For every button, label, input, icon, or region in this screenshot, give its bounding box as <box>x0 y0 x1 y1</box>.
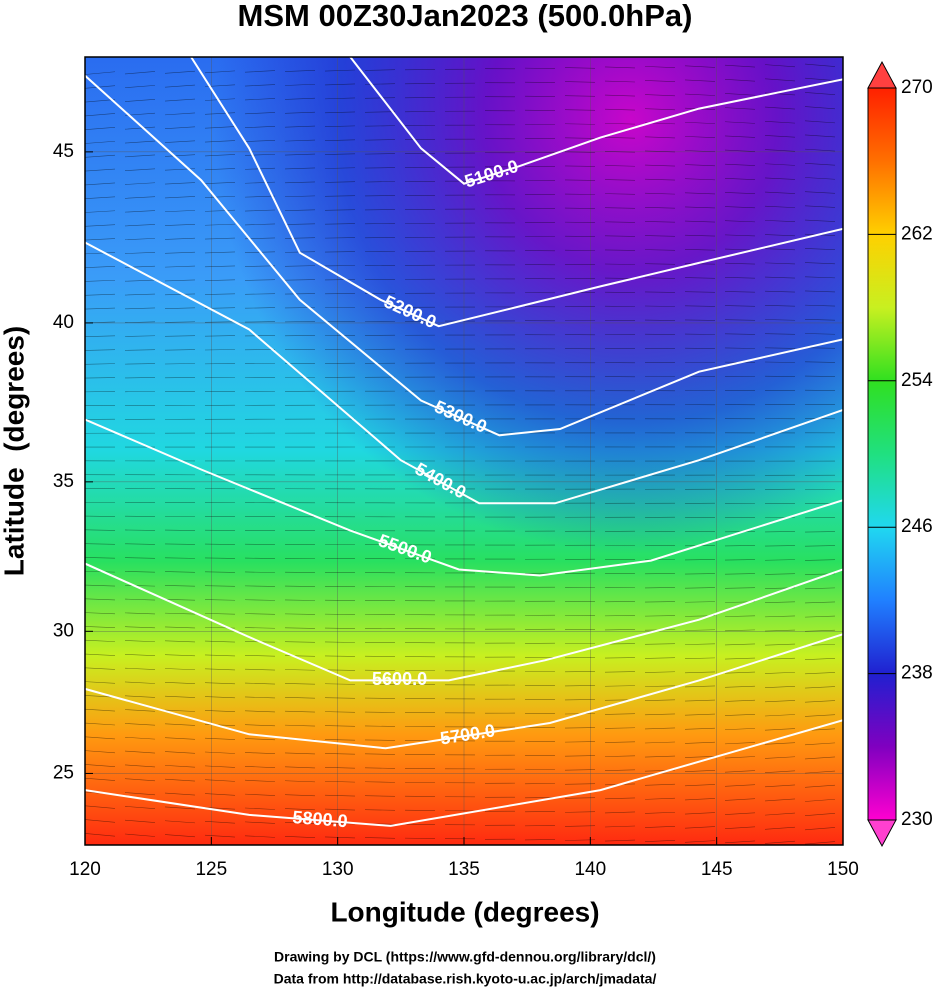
wind-streak <box>85 92 836 103</box>
contour-line <box>85 562 843 682</box>
wind-streak <box>85 389 836 393</box>
wind-streak <box>85 304 836 310</box>
wind-streak <box>85 777 836 788</box>
wind-streak <box>85 653 836 660</box>
wind-streak <box>85 474 836 476</box>
colorbar-tick-label: 262 <box>901 223 933 244</box>
wind-streak <box>85 805 836 816</box>
contour-line <box>349 57 843 185</box>
wind-streak <box>85 695 836 703</box>
contour-line <box>85 241 843 505</box>
wind-streak <box>85 333 836 337</box>
contour-line <box>85 418 843 577</box>
wind-streak <box>85 134 836 144</box>
wind-streak <box>85 375 836 379</box>
y-tick-label: 35 <box>53 471 74 492</box>
wind-streak <box>85 404 836 406</box>
chart-title: MSM 00Z30Jan2023 (500.0hPa) <box>238 0 693 33</box>
colorbar-tick-label: 238 <box>901 663 933 684</box>
x-tick-label: 145 <box>701 859 733 880</box>
contour-label: 5800.0 <box>292 807 348 831</box>
wind-streak <box>85 667 836 675</box>
wind-streak <box>85 722 836 731</box>
wind-streak <box>85 191 836 199</box>
wind-streak <box>85 219 836 227</box>
y-tick-label: 40 <box>53 312 74 333</box>
wind-streak <box>85 418 836 420</box>
wind-streak <box>85 557 836 561</box>
contour-line <box>85 719 843 827</box>
y-tick-label: 25 <box>53 762 74 783</box>
x-tick-label: 150 <box>827 859 859 880</box>
colorbar-tick-label: 270 <box>901 77 933 98</box>
wind-streak <box>85 77 836 89</box>
y-axis-label: Latitude (degrees) <box>0 326 29 576</box>
wind-streak <box>85 319 836 324</box>
wind-streak <box>85 347 836 351</box>
wind-streak <box>85 833 836 845</box>
wind-streak <box>85 819 836 831</box>
wind-streak <box>85 515 836 519</box>
wind-streak <box>85 63 836 75</box>
x-axis-label: Longitude (degrees) <box>330 896 599 927</box>
x-tick-label: 130 <box>322 859 354 880</box>
wind-streak <box>85 177 836 186</box>
colorbar <box>867 87 897 821</box>
wind-streak <box>85 262 836 268</box>
colorbar-tick-label: 230 <box>901 809 933 830</box>
y-tick-label: 30 <box>53 620 74 641</box>
wind-streak <box>85 612 836 618</box>
wind-streak <box>85 543 836 547</box>
wind-streak <box>85 736 836 746</box>
x-tick-label: 125 <box>195 859 227 880</box>
contour-line <box>190 57 843 328</box>
wind-streak <box>85 148 836 158</box>
contour-label: 5600.0 <box>372 669 427 689</box>
wind-streak <box>85 205 836 213</box>
x-tick-label: 135 <box>448 859 480 880</box>
contour-line <box>85 74 843 437</box>
x-tick-label: 120 <box>69 859 101 880</box>
wind-streak <box>85 681 836 689</box>
contour-line <box>85 633 843 750</box>
colorbar-extend-bottom <box>867 819 897 848</box>
y-tick-label: 45 <box>53 141 74 162</box>
colorbar-tick-label: 246 <box>901 516 933 537</box>
wind-streak <box>85 598 836 604</box>
plot-layer: 5100.05200.05300.05400.05500.05600.05700… <box>85 57 843 845</box>
x-tick-label: 140 <box>574 859 606 880</box>
wind-streak <box>85 488 836 490</box>
colorbar-extend-top <box>867 60 897 89</box>
wind-streak <box>85 584 836 590</box>
wind-streak <box>85 290 836 296</box>
wind-streak <box>85 106 836 117</box>
footer-source: Data from http://database.rish.kyoto-u.a… <box>274 971 657 987</box>
wind-streak <box>85 233 836 241</box>
wind-streak <box>85 120 836 131</box>
footer-credit: Drawing by DCL (https://www.gfd-dennou.o… <box>274 949 656 965</box>
wind-streak <box>85 764 836 774</box>
colorbar-tick-label: 254 <box>901 370 933 391</box>
wind-streak <box>85 276 836 282</box>
wind-streak <box>85 750 836 760</box>
